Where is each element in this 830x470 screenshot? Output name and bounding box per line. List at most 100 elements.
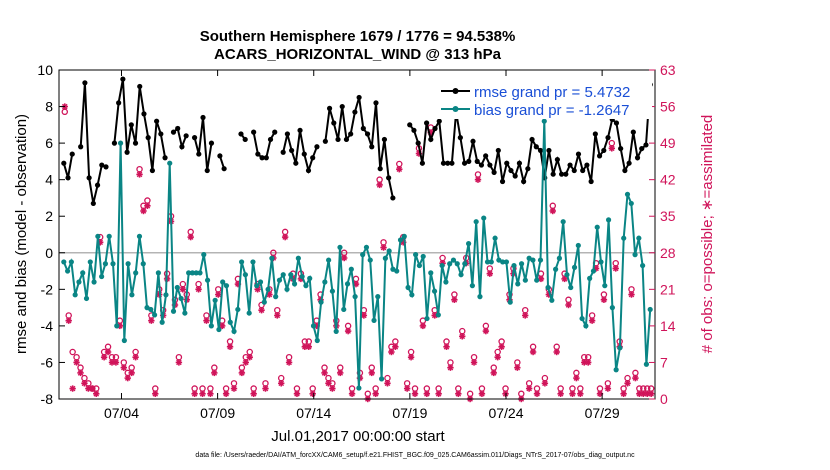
obs-assimilated-stroke xyxy=(199,390,206,397)
obs-assimilated-marker xyxy=(455,390,462,397)
obs-assimilated-stroke xyxy=(388,349,395,355)
obs-assimilated-marker xyxy=(549,207,556,215)
bias-point xyxy=(568,284,574,291)
bias-point xyxy=(68,259,74,265)
obs-assimilated-stroke xyxy=(309,390,316,397)
bias-point xyxy=(511,262,517,269)
y-right-tick-label: 63 xyxy=(660,62,676,78)
legend-bias-marker xyxy=(452,106,459,112)
bias-point xyxy=(579,315,585,322)
obs-assimilated-stroke xyxy=(597,390,603,397)
y-right-tick-label: 49 xyxy=(660,135,676,151)
bias-point xyxy=(590,268,597,274)
rmse-line xyxy=(79,82,107,204)
obs-possible-marker xyxy=(211,364,218,371)
obs-assimilated-stroke xyxy=(227,343,233,350)
obs-assimilated-stroke xyxy=(305,343,312,350)
y-tick-label: 8 xyxy=(45,99,53,115)
obs-assimilated-marker xyxy=(112,359,120,366)
obs-assimilated-marker xyxy=(447,364,454,371)
bias-point xyxy=(337,244,343,250)
obs-assimilated-stroke xyxy=(250,390,257,397)
bias-point xyxy=(280,272,286,278)
obs-possible-marker xyxy=(281,228,289,236)
obs-assimilated-stroke xyxy=(589,317,595,324)
rmse-point xyxy=(280,149,286,155)
obs-assimilated-stroke xyxy=(624,380,631,387)
bias-point xyxy=(344,281,351,287)
obs-assimilated-stroke xyxy=(207,390,214,397)
obs-assimilated-stroke xyxy=(471,359,477,366)
obs-assimilated-stroke xyxy=(372,390,379,397)
bias-point xyxy=(356,385,362,391)
obs-assimilated-stroke xyxy=(443,343,450,350)
rmse-point xyxy=(154,118,160,124)
obs-possible-marker xyxy=(207,385,214,392)
rmse-point xyxy=(120,76,126,82)
obs-assimilated-marker xyxy=(187,233,194,241)
obs-assimilated-stroke xyxy=(286,359,292,366)
obs-possible-marker xyxy=(372,385,379,392)
bias-point xyxy=(242,272,248,278)
bias-point xyxy=(522,277,528,283)
bias-point xyxy=(583,323,589,329)
obs-assimilated-marker xyxy=(230,385,238,392)
bias-point xyxy=(136,233,143,239)
obs-assimilated-marker xyxy=(470,359,478,366)
y-tick-label: -2 xyxy=(41,281,54,297)
rmse-line xyxy=(193,117,213,171)
obs-assimilated-marker xyxy=(553,348,560,356)
obs-assimilated-stroke xyxy=(447,364,454,371)
bias-point xyxy=(447,261,453,267)
rmse-point xyxy=(208,140,215,146)
rmse-point xyxy=(272,129,278,135)
obs-assimilated-stroke xyxy=(396,166,403,173)
bias-point xyxy=(201,252,207,258)
rmse-point xyxy=(508,167,514,174)
obs-possible-marker xyxy=(337,364,344,371)
x-tick-label: 07/29 xyxy=(585,405,620,421)
rmse-point xyxy=(145,135,151,141)
bias-point xyxy=(140,261,146,267)
obs-assimilated-marker xyxy=(325,380,332,387)
obs-assimilated-marker xyxy=(624,380,631,387)
y-right-tick-label: 21 xyxy=(660,281,676,297)
obs-assimilated-marker xyxy=(372,390,379,397)
obs-assimilated-marker xyxy=(647,390,655,397)
obs-possible-marker xyxy=(466,390,474,398)
bias-point xyxy=(617,345,623,351)
obs-assimilated-stroke xyxy=(475,176,481,183)
rmse-point xyxy=(289,147,295,154)
obs-assimilated-marker xyxy=(77,369,84,377)
obs-assimilated-stroke xyxy=(361,312,367,319)
obs-possible-marker xyxy=(624,374,631,382)
obs-assimilated-stroke xyxy=(451,296,458,303)
obs-assimilated-marker xyxy=(344,327,352,335)
bias-point xyxy=(435,312,441,318)
bias-point xyxy=(401,233,407,239)
obs-possible-marker xyxy=(612,259,619,267)
bias-point xyxy=(87,259,93,265)
bias-point xyxy=(114,323,120,329)
obs-possible-marker xyxy=(144,197,151,204)
obs-assimilated-marker xyxy=(128,369,135,377)
rmse-point xyxy=(639,145,645,152)
obs-possible-marker xyxy=(474,171,482,178)
obs-assimilated-stroke xyxy=(376,182,383,188)
rmse-point xyxy=(419,160,425,166)
y-right-tick-label: 7 xyxy=(660,354,668,370)
obs-assimilated-marker xyxy=(435,390,442,397)
rmse-point xyxy=(415,140,421,146)
obs-assimilated-marker xyxy=(199,390,206,397)
bias-point xyxy=(276,277,283,283)
rmse-point xyxy=(474,158,480,164)
obs-possible-marker xyxy=(309,385,316,392)
bias-point xyxy=(159,319,165,325)
obs-assimilated-stroke xyxy=(132,354,139,361)
bias-point xyxy=(314,337,320,344)
bias-point xyxy=(110,261,116,267)
obs-assimilated-marker xyxy=(73,359,80,366)
rmse-point xyxy=(204,167,210,174)
obs-assimilated-stroke xyxy=(105,349,111,355)
obs-possible-marker xyxy=(569,385,576,392)
